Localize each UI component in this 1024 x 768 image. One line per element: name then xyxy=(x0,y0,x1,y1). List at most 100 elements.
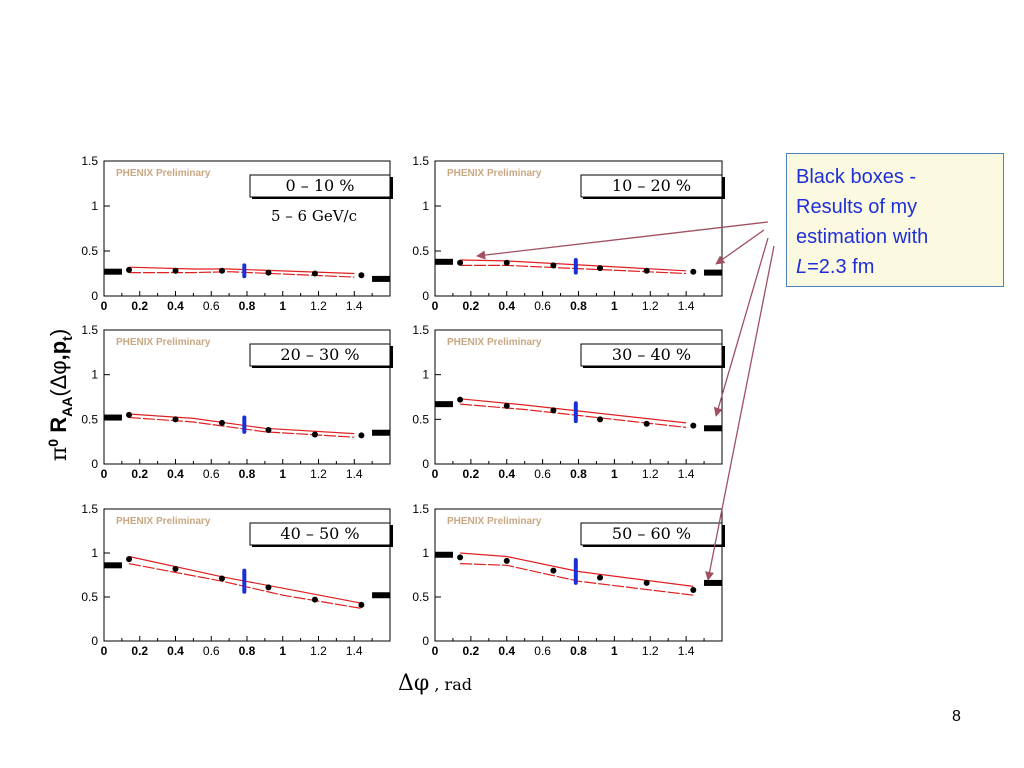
x-tick-label: 1.4 xyxy=(346,299,363,313)
y-axis-label: π0 RAA(Δφ,pt) xyxy=(45,329,75,461)
data-point xyxy=(690,422,697,429)
data-point xyxy=(265,584,272,591)
callout-line-1: Black boxes - xyxy=(796,166,917,188)
black-box xyxy=(704,579,723,586)
x-tick-label: 1.2 xyxy=(642,299,659,313)
y-tick-label: 1.5 xyxy=(412,323,429,337)
y-tick-label: 0.5 xyxy=(81,244,98,258)
x-tick-label: 0.4 xyxy=(498,299,515,313)
data-point xyxy=(172,565,179,572)
y-tick-label: 0 xyxy=(422,634,429,648)
x-tick-label: 0.8 xyxy=(239,299,256,313)
data-point xyxy=(126,556,133,563)
data-point xyxy=(643,267,650,274)
callout-var: L xyxy=(796,256,808,278)
data-point xyxy=(550,567,557,574)
black-box xyxy=(704,425,723,432)
page-number: 8 xyxy=(952,708,961,725)
x-tick-label: 1.4 xyxy=(678,644,695,658)
y-tick-label: 0.5 xyxy=(81,590,98,604)
band-upper xyxy=(460,552,694,587)
y-tick-label: 1.5 xyxy=(81,323,98,337)
y-tick-label: 1 xyxy=(422,368,429,382)
y-label-t: t xyxy=(59,336,75,341)
x-tick-label: 0 xyxy=(101,299,108,313)
black-box xyxy=(434,258,453,265)
data-point xyxy=(550,407,557,414)
x-tick-label: 0.6 xyxy=(534,467,551,481)
data-point xyxy=(457,554,464,561)
x-tick-label: 0.8 xyxy=(570,299,587,313)
data-point xyxy=(503,259,510,266)
x-tick-label: 0.8 xyxy=(570,467,587,481)
x-tick-label: 1.4 xyxy=(678,299,695,313)
x-tick-label: 0.4 xyxy=(498,467,515,481)
watermark: PHENIX Preliminary xyxy=(116,337,211,348)
x-tick-label: 0.8 xyxy=(239,467,256,481)
x-axis-label: Δφ , rad xyxy=(398,671,472,696)
band-upper xyxy=(128,266,355,275)
x-tick-label: 1 xyxy=(611,644,618,658)
y-tick-label: 1 xyxy=(422,199,429,213)
arrow-to-box-left xyxy=(476,221,769,260)
centrality-label: 30 – 40 % xyxy=(612,345,691,364)
x-tick-label: 0.4 xyxy=(167,299,184,313)
y-tick-label: 0 xyxy=(422,457,429,471)
x-tick-label: 1.4 xyxy=(346,467,363,481)
panel-20-30: 0 0.2 0.4 0.6 0.8 1 1.2 1.4 0 0.5 1 1.5 PHENIX Preli… xyxy=(81,323,393,481)
y-label-comma-p: ,p xyxy=(46,341,71,361)
band-lower xyxy=(129,271,355,278)
x-tick-label: 0 xyxy=(432,467,439,481)
x-tick-label: 0.4 xyxy=(167,644,184,658)
data-point xyxy=(311,596,318,603)
y-tick-label: 1 xyxy=(91,546,98,560)
black-box xyxy=(103,414,122,421)
black-box xyxy=(372,592,391,599)
data-point xyxy=(265,269,272,276)
panels: 0 0.2 0.4 0.6 0.8 1 1.2 1.4 0 0.5 1 1.5 PHENIX Preli… xyxy=(81,154,725,658)
x-tick-label: 1.2 xyxy=(310,467,327,481)
callout-line-2: Results of my xyxy=(796,196,918,218)
panel-50-60: 0 0.2 0.4 0.6 0.8 1 1.2 1.4 0 0.5 1 1.5 PHENIX Preli… xyxy=(412,502,725,658)
watermark: PHENIX Preliminary xyxy=(447,337,542,348)
y-label-dphi: Δφ xyxy=(46,360,71,389)
black-box xyxy=(434,551,453,558)
x-tick-label: 0.4 xyxy=(167,467,184,481)
data-point xyxy=(311,431,318,438)
x-tick-label: 1.2 xyxy=(310,644,327,658)
label-box xyxy=(580,174,723,198)
y-tick-label: 1.5 xyxy=(412,154,429,168)
watermark: PHENIX Preliminary xyxy=(116,516,211,527)
momentum-annotation: 5 – 6 GeV/c xyxy=(271,207,357,225)
black-box xyxy=(103,562,122,569)
x-tick-label: 0.6 xyxy=(203,644,220,658)
panel-10-20: 0 0.2 0.4 0.6 0.8 1 1.2 1.4 0 0.5 1 1.5 PHENIX Preli… xyxy=(412,154,725,313)
label-box xyxy=(580,522,723,546)
y-label-zero: 0 xyxy=(45,439,61,447)
data-point xyxy=(643,420,650,427)
x-tick-label: 1 xyxy=(279,644,286,658)
x-label-symbol: Δφ xyxy=(398,671,429,696)
label-box xyxy=(580,343,723,367)
data-point xyxy=(172,267,179,274)
y-label-pi: π xyxy=(47,447,72,461)
data-point xyxy=(643,579,650,586)
data-point xyxy=(358,601,365,608)
watermark: PHENIX Preliminary xyxy=(116,168,211,179)
x-tick-label: 1.2 xyxy=(642,644,659,658)
black-box xyxy=(372,429,391,436)
x-tick-label: 0.2 xyxy=(463,299,480,313)
x-tick-label: 0.4 xyxy=(498,644,515,658)
x-tick-label: 0.8 xyxy=(239,644,256,658)
x-tick-label: 1 xyxy=(279,299,286,313)
watermark: PHENIX Preliminary xyxy=(447,168,542,179)
data-point xyxy=(218,419,225,426)
band-lower xyxy=(128,416,355,438)
panel-0-10: 0 0.2 0.4 0.6 0.8 1 1.2 1.4 0 0.5 1 1.5 PHENIX Preli… xyxy=(81,154,393,313)
centrality-label: 40 – 50 % xyxy=(280,524,359,543)
x-tick-label: 0.6 xyxy=(534,299,551,313)
x-tick-label: 1 xyxy=(611,467,618,481)
x-tick-label: 0.2 xyxy=(131,299,148,313)
data-point xyxy=(172,416,179,423)
